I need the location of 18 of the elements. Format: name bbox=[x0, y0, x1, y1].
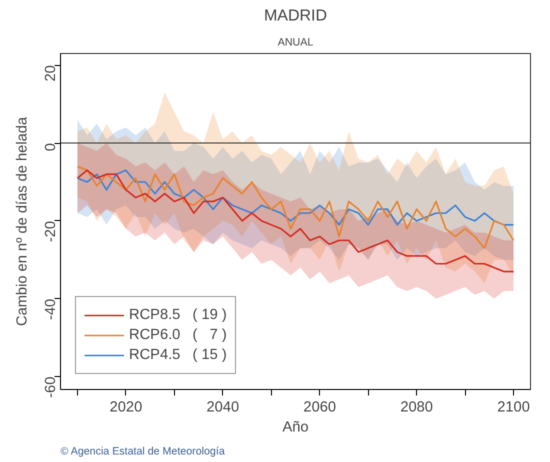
legend-label: RCP8.5 ( 19 ) bbox=[129, 307, 227, 323]
y-tick-label: 20 bbox=[43, 65, 59, 82]
y-axis-title: Cambio en nº de días de helada bbox=[14, 116, 30, 326]
y-tick-label: -40 bbox=[43, 298, 59, 320]
text: © Agencia Estatal de Meteorología bbox=[60, 446, 225, 458]
legend-label: RCP4.5 ( 15 ) bbox=[129, 347, 227, 363]
y-tick-label: -20 bbox=[43, 220, 59, 242]
legend-label: RCP6.0 ( 7 ) bbox=[129, 327, 227, 343]
x-tick-label: 2040 bbox=[206, 400, 240, 416]
y-tick-label: -60 bbox=[43, 376, 59, 398]
x-tick-label: 2020 bbox=[110, 400, 142, 416]
x-tick-label: 2080 bbox=[400, 400, 433, 416]
y-tick-label: 0 bbox=[43, 143, 59, 152]
chart-title: MADRID bbox=[264, 8, 328, 24]
x-tick-label: 2060 bbox=[303, 400, 336, 416]
chart-subtitle: ANUAL bbox=[278, 36, 314, 48]
x-axis-title: Año bbox=[282, 420, 309, 436]
x-tick-label: 2100 bbox=[497, 400, 530, 416]
